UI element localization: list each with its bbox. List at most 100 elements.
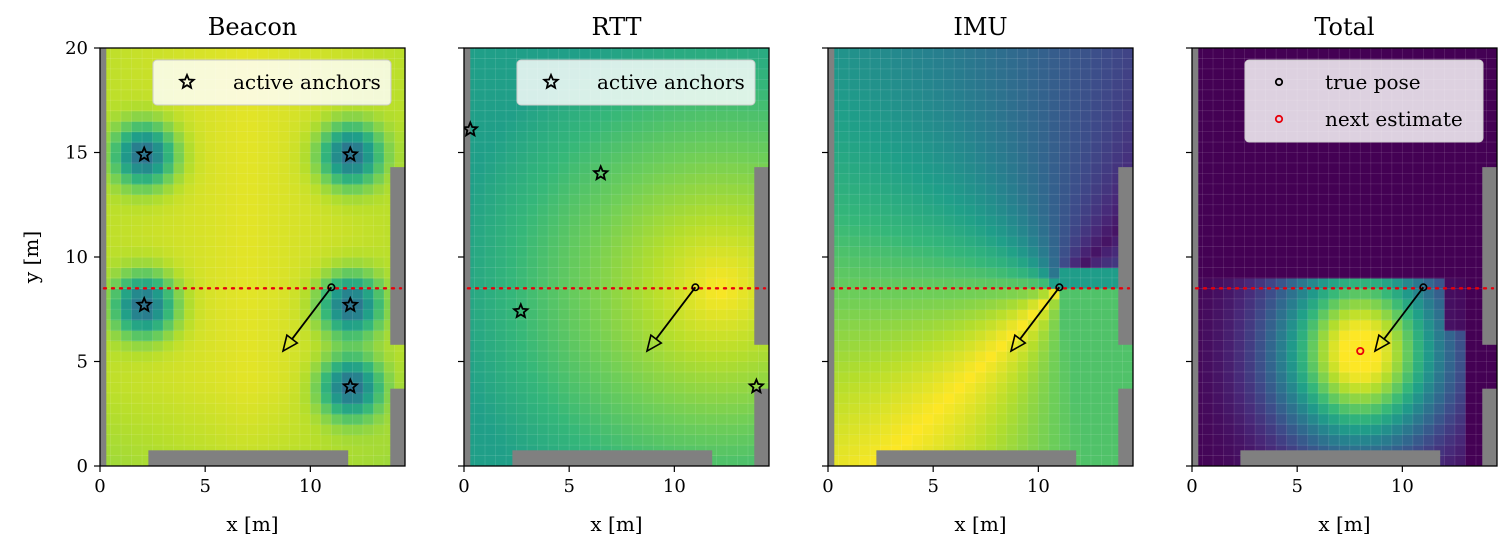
- heatmap-cell: [558, 298, 570, 310]
- heatmap-cell: [600, 131, 612, 143]
- heatmap-cell: [236, 277, 248, 289]
- heatmap-cell: [1381, 309, 1393, 321]
- heatmap-cell: [352, 434, 364, 446]
- heatmap-cell: [1122, 142, 1133, 154]
- heatmap-cell: [184, 288, 196, 300]
- heatmap-cell: [849, 277, 861, 289]
- heatmap-cell: [1122, 79, 1133, 91]
- heatmap-cell: [173, 236, 185, 248]
- heatmap-cell: [278, 162, 290, 174]
- heatmap-cell: [695, 403, 707, 415]
- heatmap-cell: [194, 246, 206, 258]
- heatmap-cell: [1080, 434, 1092, 446]
- heatmap-cell: [110, 382, 122, 394]
- heatmap-cell: [569, 100, 581, 112]
- heatmap-cell: [1213, 382, 1225, 394]
- heatmap-cell: [859, 204, 871, 216]
- heatmap-cell: [849, 142, 861, 154]
- heatmap-cell: [880, 89, 892, 101]
- heatmap-cell: [226, 246, 238, 258]
- heatmap-cell: [184, 319, 196, 331]
- heatmap-cell: [695, 142, 707, 154]
- heatmap-cell: [278, 194, 290, 206]
- heatmap-cell: [1090, 434, 1103, 446]
- heatmap-cell: [341, 403, 354, 415]
- heatmap-cell: [527, 319, 539, 331]
- heatmap-cell: [569, 413, 581, 425]
- heatmap-cell: [485, 204, 497, 216]
- heatmap-cell: [1454, 183, 1467, 195]
- legend: active anchors: [516, 59, 756, 106]
- heatmap-cell: [1454, 371, 1467, 383]
- heatmap-cell: [870, 58, 882, 70]
- heatmap-cell: [747, 351, 760, 363]
- heatmap-cell: [663, 434, 675, 446]
- heatmap-cell: [1423, 142, 1435, 154]
- heatmap-cell: [1202, 277, 1214, 289]
- heatmap-cell: [954, 194, 966, 206]
- heatmap-cell: [373, 48, 385, 60]
- heatmap-cell: [495, 361, 507, 373]
- heatmap-cell: [1244, 152, 1256, 164]
- heatmap-cell: [1027, 371, 1039, 383]
- heatmap-cell: [152, 215, 164, 227]
- heatmap-cell: [548, 330, 560, 342]
- heatmap-cell: [1381, 382, 1393, 394]
- heatmap-cell: [394, 89, 405, 101]
- heatmap-cell: [142, 392, 154, 404]
- heatmap-cell: [268, 152, 280, 164]
- heatmap-cell: [912, 392, 924, 404]
- heatmap-cell: [310, 152, 322, 164]
- heatmap-cell: [838, 58, 850, 70]
- heatmap-cell: [912, 424, 924, 436]
- heatmap-cell: [1069, 225, 1082, 237]
- heatmap-cell: [954, 246, 966, 258]
- heatmap-cell: [1080, 371, 1092, 383]
- heatmap-cell: [870, 48, 882, 60]
- heatmap-cell: [600, 110, 612, 122]
- heatmap-cell: [1265, 330, 1277, 342]
- heatmap-cell: [394, 79, 405, 91]
- heatmap-cell: [289, 215, 301, 227]
- heatmap-cell: [880, 121, 892, 133]
- heatmap-cell: [1080, 89, 1092, 101]
- heatmap-cell: [590, 361, 602, 373]
- heatmap-cell: [163, 215, 175, 227]
- heatmap-cell: [1454, 277, 1467, 289]
- heatmap-cell: [964, 58, 976, 70]
- heatmap-cell: [373, 392, 385, 404]
- heatmap-cell: [663, 257, 675, 269]
- heatmap-cell: [1069, 434, 1082, 446]
- heatmap-cell: [964, 403, 976, 415]
- heatmap-cell: [684, 100, 696, 112]
- heatmap-cell: [849, 309, 861, 321]
- heatmap-cell: [1048, 194, 1060, 206]
- heatmap-cell: [1423, 392, 1435, 404]
- heatmap-cell: [674, 298, 686, 310]
- heatmap-cell: [320, 194, 332, 206]
- heatmap-cell: [373, 100, 385, 112]
- heatmap-cell: [485, 246, 497, 258]
- heatmap-cell: [870, 267, 882, 279]
- heatmap-cell: [485, 309, 497, 321]
- heatmap-cell: [653, 215, 665, 227]
- heatmap-cell: [849, 79, 861, 91]
- heatmap-cell: [1370, 215, 1382, 227]
- heatmap-cell: [1475, 309, 1488, 321]
- heatmap-cell: [880, 319, 892, 331]
- heatmap-cell: [1223, 48, 1235, 60]
- heatmap-cell: [943, 392, 955, 404]
- heatmap-cell: [901, 110, 913, 122]
- heatmap-cell: [1423, 319, 1435, 331]
- heatmap-cell: [1244, 392, 1256, 404]
- heatmap-cell: [1069, 382, 1082, 394]
- heatmap-cell: [975, 236, 987, 248]
- heatmap-cell: [173, 309, 185, 321]
- heatmap-cell: [705, 173, 718, 185]
- heatmap-cell: [110, 319, 122, 331]
- heatmap-cell: [548, 371, 560, 383]
- heatmap-cell: [1017, 194, 1029, 206]
- heatmap-cell: [485, 455, 497, 466]
- heatmap-cell: [485, 225, 497, 237]
- heatmap-cell: [569, 340, 581, 352]
